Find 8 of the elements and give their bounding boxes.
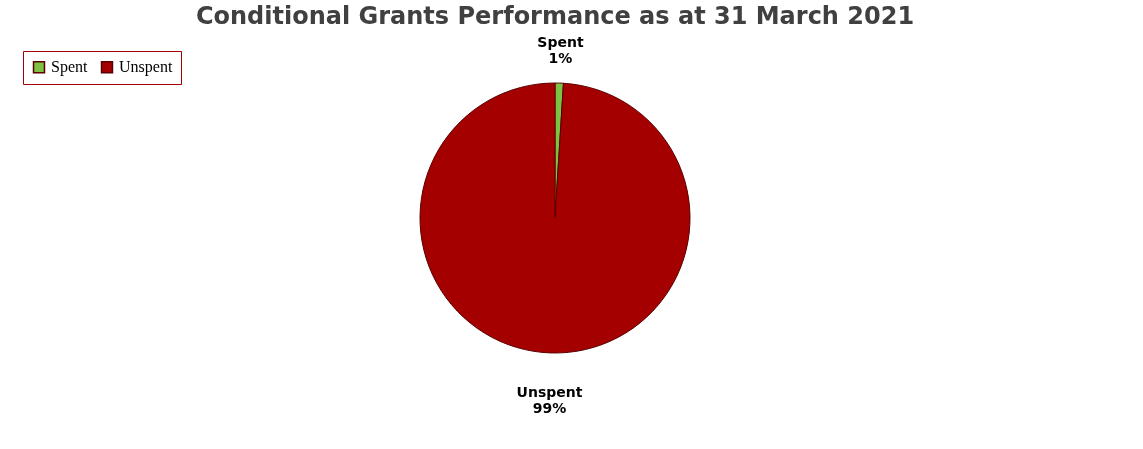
pie-slice	[419, 82, 691, 354]
data-label: 1%	[548, 50, 573, 67]
legend-label: Spent	[51, 58, 88, 77]
legend-label: Unspent	[119, 58, 173, 77]
data-label: 99%	[532, 399, 567, 416]
slice-label: Spent	[537, 34, 584, 51]
slice-label: Unspent	[516, 383, 583, 400]
chart-title: Conditional Grants Performance as at 31 March 2021	[195, 2, 915, 30]
